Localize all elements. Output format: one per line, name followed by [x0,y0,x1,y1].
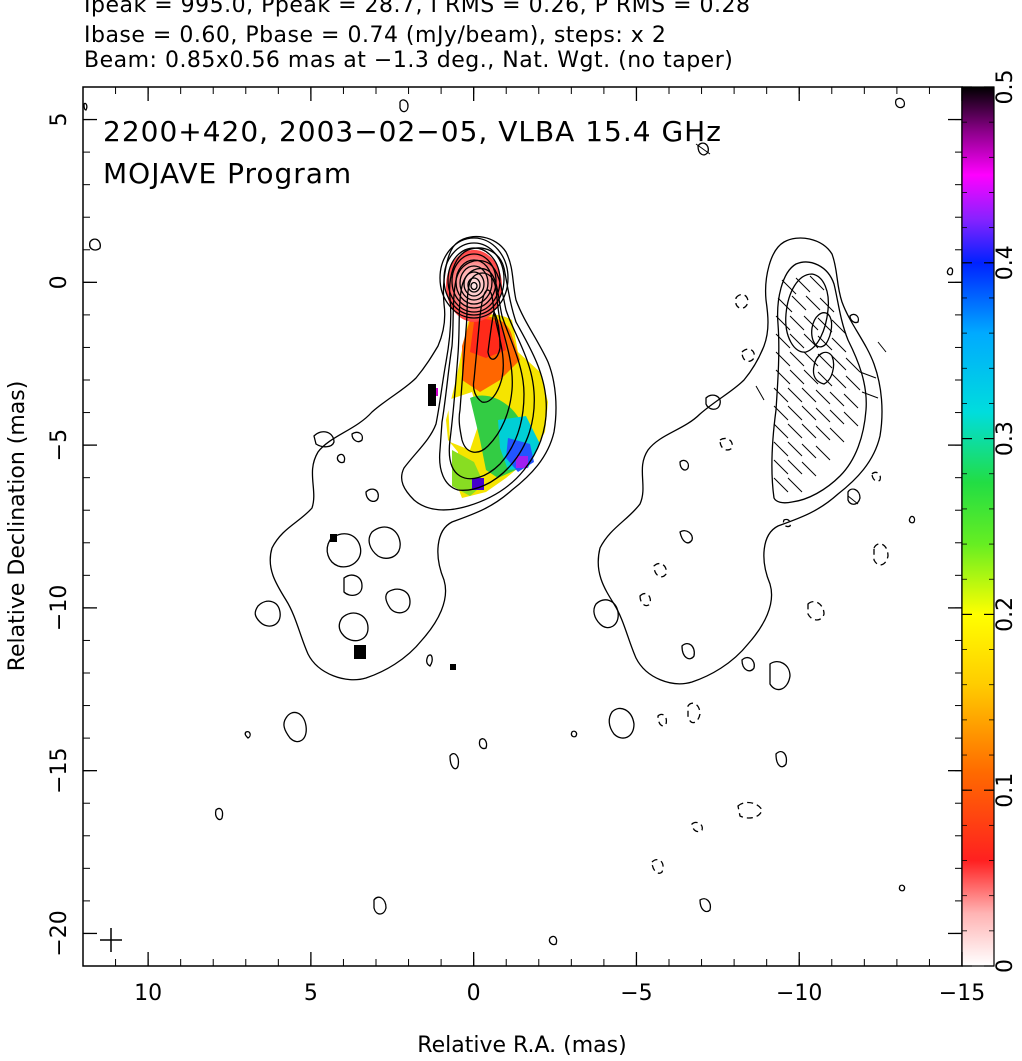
x-tick-label: 10 [134,981,162,1006]
colorbar-ticks: 0 0.1 0.2 0.3 0.4 0.5 [962,70,1018,973]
chart-subtitle: MOJAVE Program [103,157,352,190]
colorbar-tick-label: 0.5 [993,70,1018,105]
y-tick-label: −20 [47,910,72,956]
colorbar-tick-label: 0.4 [993,245,1018,280]
intensity-contours-left [83,99,619,946]
y-axis-label: Relative Declination (mas) [5,381,30,672]
x-axis-ticks: 10 5 0 −5 −10 −15 [82,87,985,1006]
y-tick-label: −5 [47,429,72,461]
x-axis-label: Relative R.A. (mas) [417,1033,626,1058]
evpa-vectors [695,143,887,505]
colorbar-tick-label: 0.1 [993,773,1018,808]
y-axis-ticks: 5 0 −5 −10 −15 −20 [47,86,962,967]
colorbar-tick-label: 0 [993,959,1018,973]
x-tick-label: −5 [620,981,652,1006]
colorbar-tick-label: 0.3 [993,421,1018,456]
header-line-2: Ibase = 0.60, Pbase = 0.74 (mJy/beam), s… [84,23,667,48]
y-tick-label: −10 [47,585,72,631]
y-tick-label: 0 [47,275,72,289]
x-tick-label: −15 [939,981,985,1006]
x-tick-label: 5 [304,981,318,1006]
plot-frame [82,86,963,967]
colorbar-tick-label: 0.2 [993,597,1018,632]
polarization-contours-right [570,97,954,913]
y-tick-label: −15 [47,747,72,793]
chart-title: 2200+420, 2003−02−05, VLBA 15.4 GHz [103,115,722,148]
header-line-1: Ipeak = 995.0, Ppeak = 28.7, I RMS = 0.2… [84,0,751,18]
header-line-3: Beam: 0.85x0.56 mas at −1.3 deg., Nat. W… [84,48,734,73]
x-tick-label: 0 [467,981,481,1006]
beam-marker [100,928,122,952]
x-tick-label: −10 [776,981,822,1006]
blanked-pixels [330,384,456,670]
y-tick-label: 5 [47,113,72,127]
colorbar [961,86,995,967]
